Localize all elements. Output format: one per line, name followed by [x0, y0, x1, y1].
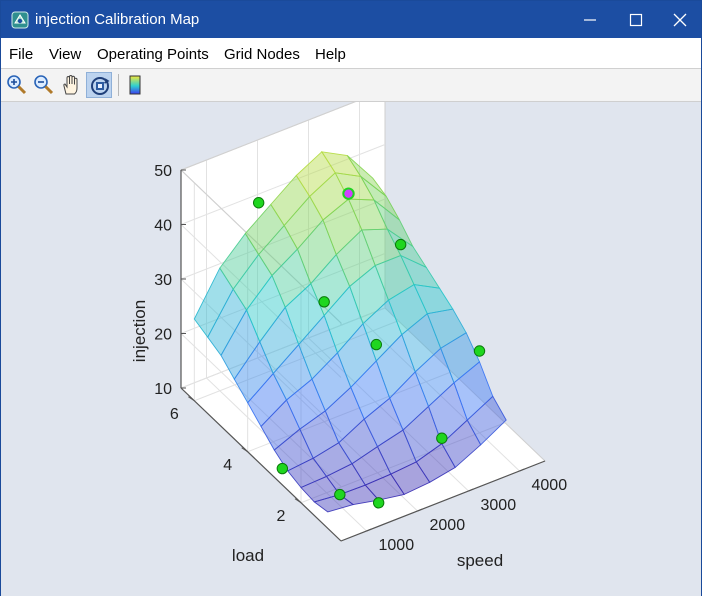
- colorbar-icon: [129, 75, 141, 95]
- pan-button[interactable]: [58, 72, 84, 98]
- operating-point: [334, 488, 346, 501]
- minimize-button[interactable]: [567, 1, 613, 38]
- maximize-icon: [629, 13, 643, 27]
- close-icon: [673, 13, 687, 27]
- menu-bar: File View Operating Points Grid Nodes He…: [1, 38, 701, 69]
- grid-line: [180, 198, 386, 280]
- injection-tick-label: 50: [154, 163, 172, 180]
- load-tick-label: 2: [277, 508, 286, 525]
- grid-line: [180, 144, 386, 225]
- box-edge: [180, 102, 356, 171]
- menu-view[interactable]: View: [49, 46, 82, 63]
- operating-point: [370, 338, 383, 351]
- injection-tick-label: 10: [154, 381, 172, 398]
- speed-tick: [366, 528, 372, 532]
- speed-tick: [519, 468, 525, 472]
- grid-line: [180, 253, 386, 334]
- menu-grid-nodes[interactable]: Grid Nodes: [224, 46, 300, 63]
- speed-tick: [417, 508, 423, 512]
- load-tick: [188, 396, 195, 402]
- load-tick-label: 4: [223, 457, 232, 474]
- grid-line: [180, 278, 342, 433]
- speed-tick-label: 4000: [532, 477, 568, 494]
- surface-patch: [466, 395, 507, 446]
- load-tick: [241, 447, 248, 453]
- zoom-in-icon: [7, 75, 27, 95]
- maximize-button[interactable]: [613, 1, 659, 38]
- speed-axis-title: speed: [457, 551, 503, 570]
- rotate-3d-icon: [91, 77, 110, 95]
- grid-line: [359, 317, 520, 472]
- colorbar-button[interactable]: [122, 72, 148, 98]
- operating-point: [342, 187, 355, 200]
- minimize-icon: [584, 19, 596, 21]
- close-button[interactable]: [657, 1, 702, 38]
- title-bar[interactable]: injection Calibration Map: [1, 1, 701, 38]
- operating-point: [436, 432, 448, 444]
- injection-tick-label: 20: [154, 327, 172, 344]
- grid-line: [257, 357, 418, 512]
- grid-line: [300, 422, 506, 504]
- load-axis-title: load: [232, 546, 264, 565]
- operating-point: [473, 345, 486, 357]
- speed-tick: [468, 488, 474, 492]
- speed-axis-line: [340, 460, 546, 542]
- speed-tick-label: 2000: [430, 517, 466, 534]
- injection-tick-label: 40: [154, 218, 172, 235]
- operating-point: [252, 197, 265, 209]
- toolbar-separator: [118, 74, 119, 96]
- menu-help[interactable]: Help: [315, 46, 346, 63]
- grid-line: [194, 320, 399, 402]
- speed-tick-label: 3000: [481, 497, 517, 514]
- zoom-out-button[interactable]: [31, 72, 57, 98]
- window-title: injection Calibration Map: [35, 11, 200, 28]
- injection-tick-label: 30: [154, 272, 172, 289]
- zoom-in-button[interactable]: [4, 72, 30, 98]
- zoom-out-icon: [34, 75, 54, 95]
- rotate-3d-button[interactable]: [86, 72, 112, 98]
- box-edge: [180, 169, 342, 324]
- operating-point: [372, 497, 385, 509]
- surface-chart[interactable]: 1000 2000 3000 4000 2 4 6 10 20 30 40 50 speed load in…: [1, 102, 701, 596]
- grid-line: [180, 307, 386, 389]
- grid-line: [180, 224, 342, 378]
- grid-line: [247, 371, 452, 453]
- plot-area[interactable]: 1000 2000 3000 4000 2 4 6 10 20 30 40 50 speed load in…: [1, 102, 701, 596]
- menu-operating-points[interactable]: Operating Points: [97, 46, 209, 63]
- pan-hand-icon: [63, 74, 78, 95]
- load-axis-line: [180, 387, 342, 542]
- app-icon: [11, 11, 29, 29]
- menu-file[interactable]: File: [9, 46, 34, 63]
- speed-tick-label: 1000: [379, 537, 415, 554]
- grid-line: [206, 377, 367, 532]
- grid-line: [308, 337, 469, 492]
- operating-point: [276, 462, 289, 475]
- load-tick: [294, 498, 302, 504]
- toolbar: [1, 69, 701, 102]
- load-tick-label: 6: [170, 406, 179, 423]
- operating-point: [318, 296, 330, 308]
- grid-line: [180, 333, 342, 487]
- operating-point: [394, 238, 407, 251]
- injection-axis-title: injection: [130, 300, 149, 362]
